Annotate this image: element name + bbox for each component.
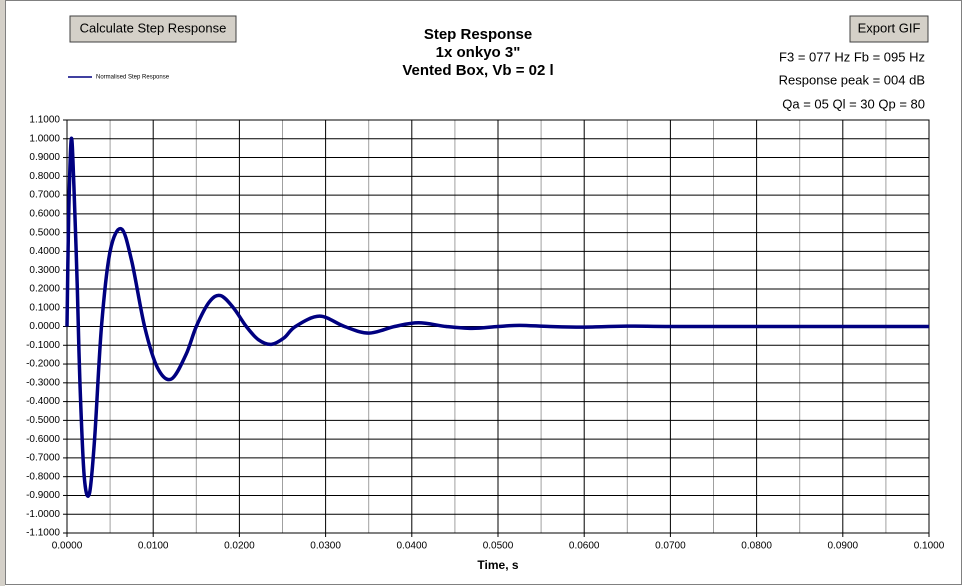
- y-tick-label: -0.1000: [26, 340, 60, 351]
- y-tick-label: 0.9000: [29, 152, 60, 163]
- y-tick-label: 0.0000: [29, 321, 60, 332]
- x-tick-label: 0.0900: [828, 541, 859, 552]
- y-tick-label: -0.2000: [26, 359, 60, 370]
- y-tick-label: -0.9000: [26, 490, 60, 501]
- y-tick-label: -0.8000: [26, 471, 60, 482]
- x-tick-label: 0.0400: [397, 541, 428, 552]
- chart-title: 1x onkyo 3": [436, 44, 521, 61]
- y-tick-label: 0.3000: [29, 265, 60, 276]
- legend-label: Normalised Step Response: [96, 75, 170, 81]
- calc-button[interactable]: Calculate Step Response: [69, 15, 237, 43]
- annotation: Response peak = 004 dB: [779, 72, 925, 87]
- y-tick-label: 0.5000: [29, 227, 60, 238]
- y-tick-label: 1.0000: [29, 133, 60, 144]
- y-tick-label: 0.2000: [29, 284, 60, 295]
- y-tick-label: 0.4000: [29, 246, 60, 257]
- x-axis-label: Time, s: [477, 558, 518, 572]
- y-tick-label: 1.1000: [29, 115, 60, 126]
- y-tick-label: -1.0000: [26, 509, 60, 520]
- response-line: [65, 136, 929, 498]
- x-tick-label: 0.0700: [655, 541, 686, 552]
- chart-title: Vented Box, Vb = 02 l: [402, 62, 553, 79]
- annotation: Qa = 05 Ql = 30 Qp = 80: [782, 96, 925, 111]
- y-tick-label: 0.6000: [29, 209, 60, 220]
- y-tick-label: -0.3000: [26, 377, 60, 388]
- x-tick-label: 0.0600: [569, 541, 600, 552]
- x-tick-label: 0.0200: [224, 541, 255, 552]
- y-tick-label: -1.1000: [26, 528, 60, 539]
- y-tick-label: -0.6000: [26, 434, 60, 445]
- button-face[interactable]: [849, 15, 929, 43]
- x-tick-label: 0.0500: [483, 541, 514, 552]
- button-label[interactable]: Export GIF: [858, 20, 921, 35]
- export-button[interactable]: Export GIF: [849, 15, 929, 43]
- y-tick-label: 0.8000: [29, 171, 60, 182]
- button-label[interactable]: Calculate Step Response: [80, 20, 227, 35]
- y-tick-label: -0.5000: [26, 415, 60, 426]
- x-tick-label: 0.0300: [310, 541, 341, 552]
- annotation: F3 = 077 Hz Fb = 095 Hz: [779, 49, 925, 64]
- y-tick-label: -0.7000: [26, 453, 60, 464]
- x-tick-label: 0.0100: [138, 541, 169, 552]
- sheet-edge: [0, 0, 5, 586]
- button-face[interactable]: [69, 15, 237, 43]
- chart-title: Step Response: [424, 26, 532, 43]
- chart-border: [5, 0, 962, 585]
- x-tick-label: 0.0800: [741, 541, 772, 552]
- x-tick-label: 0.0000: [52, 541, 83, 552]
- y-tick-label: -0.4000: [26, 396, 60, 407]
- x-tick-label: 0.1000: [914, 541, 945, 552]
- y-tick-label: 0.7000: [29, 190, 60, 201]
- y-tick-label: 0.1000: [29, 302, 60, 313]
